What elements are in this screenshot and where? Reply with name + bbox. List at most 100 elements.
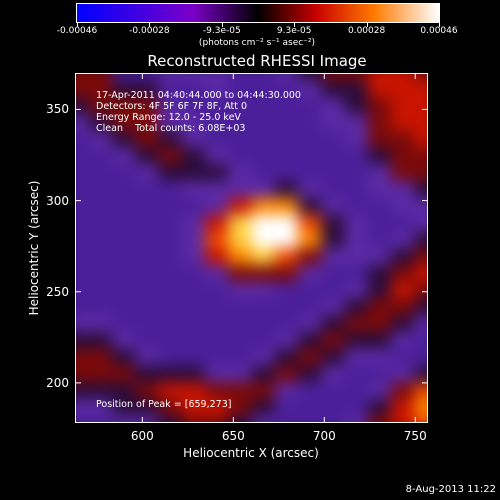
heatmap-cell (274, 298, 299, 316)
heatmap-cell (204, 180, 229, 199)
heatmap-cell (414, 164, 427, 182)
heatmap-cell (274, 348, 299, 366)
heatmap-cell (344, 248, 369, 266)
heatmap-cell (88, 164, 113, 182)
heatmap-cell (391, 80, 415, 98)
heatmap-cell (274, 80, 299, 98)
heatmap-cell (391, 415, 415, 422)
heatmap-cell (274, 130, 299, 148)
heatmap-cell (111, 248, 136, 266)
heatmap-cell (181, 348, 206, 366)
heatmap-cell (88, 331, 113, 349)
x-tick-label: 600 (130, 429, 154, 443)
heatmap-cell (158, 147, 183, 165)
heatmap-cell (367, 197, 392, 215)
heatmap-cell (391, 130, 415, 148)
colorbar-tick (294, 22, 296, 27)
heatmap-cell (158, 164, 183, 182)
heatmap-cell (181, 197, 206, 215)
heatmap-cell (414, 398, 427, 417)
annotation-energy: Energy Range: 12.0 - 25.0 keV (96, 112, 241, 123)
heatmap-cell (204, 80, 229, 98)
heatmap-cell (414, 298, 427, 316)
heatmap-cell (88, 74, 113, 81)
heatmap-cell (181, 214, 206, 232)
heatmap-cell (251, 281, 276, 299)
heatmap-cell (251, 180, 276, 199)
heatmap-cell (88, 147, 113, 165)
heatmap-cell (135, 180, 159, 199)
heatmap-cell (251, 298, 276, 316)
heatmap-cell (158, 113, 183, 131)
heatmap-cell (135, 130, 159, 148)
heatmap-cell (228, 180, 252, 199)
heatmap-cell (391, 74, 415, 81)
x-axis-label: Heliocentric X (arcsec) (183, 446, 319, 460)
heatmap-cell (414, 147, 427, 165)
colorbar-tick (149, 22, 151, 27)
heatmap-cell (158, 197, 183, 215)
heatmap-cell (204, 398, 229, 417)
heatmap-cell (228, 147, 252, 165)
heatmap-cell (321, 315, 345, 333)
heatmap-cell (76, 365, 90, 383)
heatmap-cell (251, 264, 276, 282)
heatmap-cell (204, 113, 229, 131)
heatmap-cell (414, 214, 427, 232)
heatmap-cell (204, 147, 229, 165)
heatmap-cell (228, 214, 252, 232)
heatmap-cell (274, 382, 299, 400)
heatmap-cell (76, 147, 90, 165)
heatmap-cell (321, 214, 345, 232)
heatmap-cell (181, 147, 206, 165)
colorbar-tick (366, 22, 368, 27)
heatmap-cell (414, 264, 427, 282)
heatmap-cell (181, 382, 206, 400)
heatmap-cell (204, 298, 229, 316)
heatmap-cell (414, 197, 427, 215)
heatmap-cell (76, 74, 90, 81)
heatmap-cell (321, 97, 345, 115)
colorbar-tick-label: -0.00046 (56, 26, 98, 36)
heatmap-cell (158, 264, 183, 282)
heatmap-cell (274, 214, 299, 232)
heatmap-cell (228, 264, 252, 282)
heatmap-cell (414, 382, 427, 400)
heatmap-cell (344, 80, 369, 98)
annotation-peak: Position of Peak = [659,273] (96, 399, 232, 410)
heatmap-cell (251, 382, 276, 400)
heatmap-cell (298, 164, 322, 182)
heatmap-cell (298, 180, 322, 199)
heatmap-cell (181, 315, 206, 333)
heatmap-cell (111, 164, 136, 182)
heatmap-cell (251, 164, 276, 182)
heatmap-cell (321, 264, 345, 282)
heatmap-cell (158, 398, 183, 417)
heatmap-cell (391, 164, 415, 182)
heatmap-cell (391, 348, 415, 366)
heatmap-cell (88, 248, 113, 266)
heatmap-cell (274, 415, 299, 422)
heatmap-cell (88, 398, 113, 417)
heatmap-cell (88, 365, 113, 383)
heatmap-cell (298, 264, 322, 282)
heatmap-cell (76, 248, 90, 266)
heatmap-cell (111, 97, 136, 115)
heatmap-cell (111, 214, 136, 232)
heatmap-cell (111, 348, 136, 366)
heatmap-cell (135, 147, 159, 165)
heatmap-cell (158, 97, 183, 115)
heatmap-cell (414, 231, 427, 249)
heatmap-cell (321, 365, 345, 383)
colorbar-tick (439, 22, 440, 27)
heatmap-cell (298, 248, 322, 266)
heatmap-cell (321, 74, 345, 81)
heatmap-cell (274, 281, 299, 299)
heatmap-cell (88, 315, 113, 333)
heatmap-cell (181, 264, 206, 282)
heatmap-cell (414, 248, 427, 266)
heatmap-cell (135, 348, 159, 366)
colorbar-tick-label: -0.00028 (129, 26, 170, 36)
heatmap-cell (321, 180, 345, 199)
heatmap-cell (158, 315, 183, 333)
